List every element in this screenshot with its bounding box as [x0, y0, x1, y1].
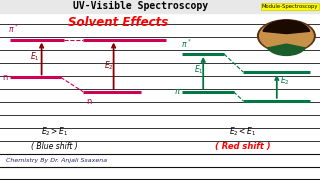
Text: $E_2 < E_1$: $E_2 < E_1$	[229, 126, 257, 138]
Text: $E_1$: $E_1$	[194, 64, 203, 76]
Text: $\pi^*$: $\pi^*$	[8, 23, 19, 35]
Text: $\pi$: $\pi$	[174, 87, 181, 96]
Circle shape	[258, 20, 315, 52]
Text: n: n	[86, 97, 92, 106]
Text: $E_2$: $E_2$	[104, 59, 114, 72]
Text: n: n	[3, 73, 8, 82]
Text: ( Red shift ): ( Red shift )	[215, 142, 271, 151]
Text: ( Blue shift ): ( Blue shift )	[31, 142, 78, 151]
Text: $E_2 > E_1$: $E_2 > E_1$	[41, 126, 68, 138]
Text: $E_2$: $E_2$	[280, 75, 290, 87]
Wedge shape	[268, 44, 305, 55]
Text: Module-Spectroscopy: Module-Spectroscopy	[262, 4, 318, 9]
Bar	[0, 0, 320, 13]
Circle shape	[260, 21, 313, 51]
Text: $\pi^*$: $\pi^*$	[181, 37, 191, 50]
Text: UV-Visible Spectroscopy: UV-Visible Spectroscopy	[73, 1, 208, 12]
Text: Chemistry By Dr. Anjali Ssaxena: Chemistry By Dr. Anjali Ssaxena	[6, 158, 108, 163]
Wedge shape	[263, 20, 310, 33]
Text: $E_1$: $E_1$	[30, 50, 40, 63]
Text: Solvent Effects: Solvent Effects	[68, 16, 169, 29]
